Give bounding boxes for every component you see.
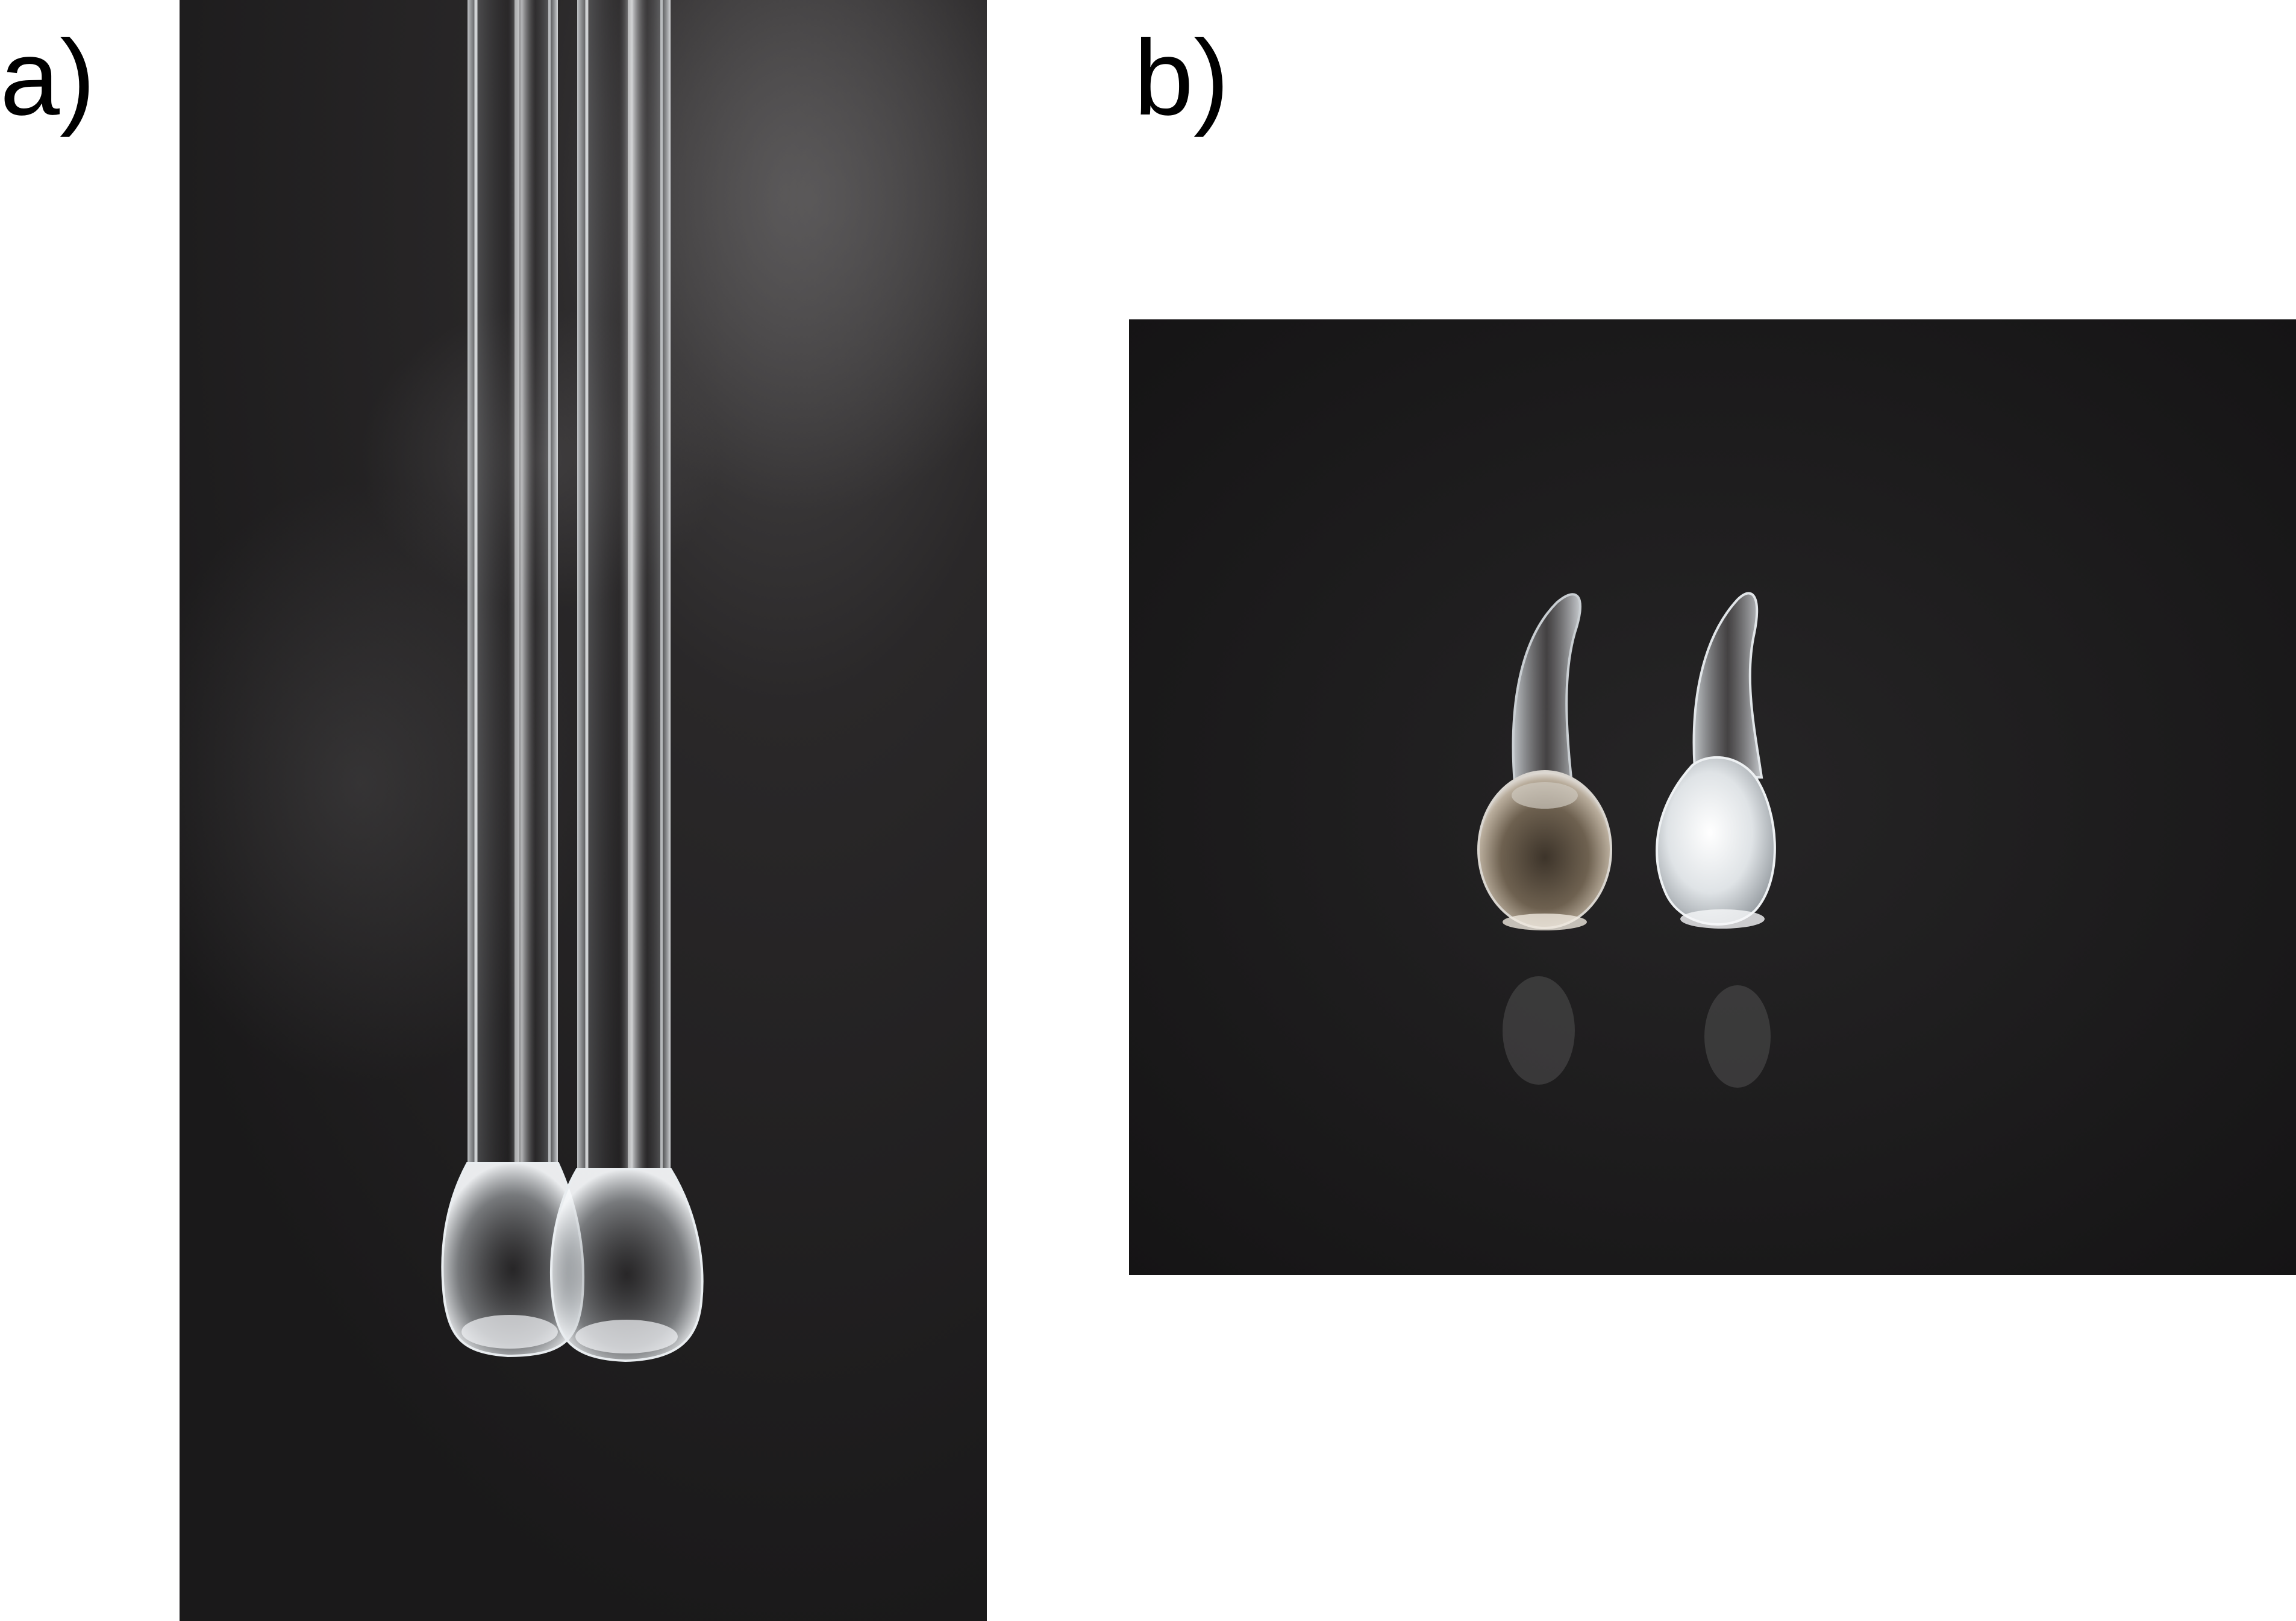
photo-panel-a xyxy=(180,0,987,1621)
ampoules-photo xyxy=(1129,319,2296,1275)
panel-label-a: a) xyxy=(0,17,96,137)
frosted-ampoule xyxy=(1656,592,1776,929)
right-tube xyxy=(549,0,704,1362)
tinted-ampoule xyxy=(1477,593,1612,930)
left-tube xyxy=(441,0,585,1358)
photo-panel-b xyxy=(1129,319,2296,1275)
glass-tubes-photo xyxy=(180,0,987,1621)
panel-label-b: b) xyxy=(1134,17,1230,137)
